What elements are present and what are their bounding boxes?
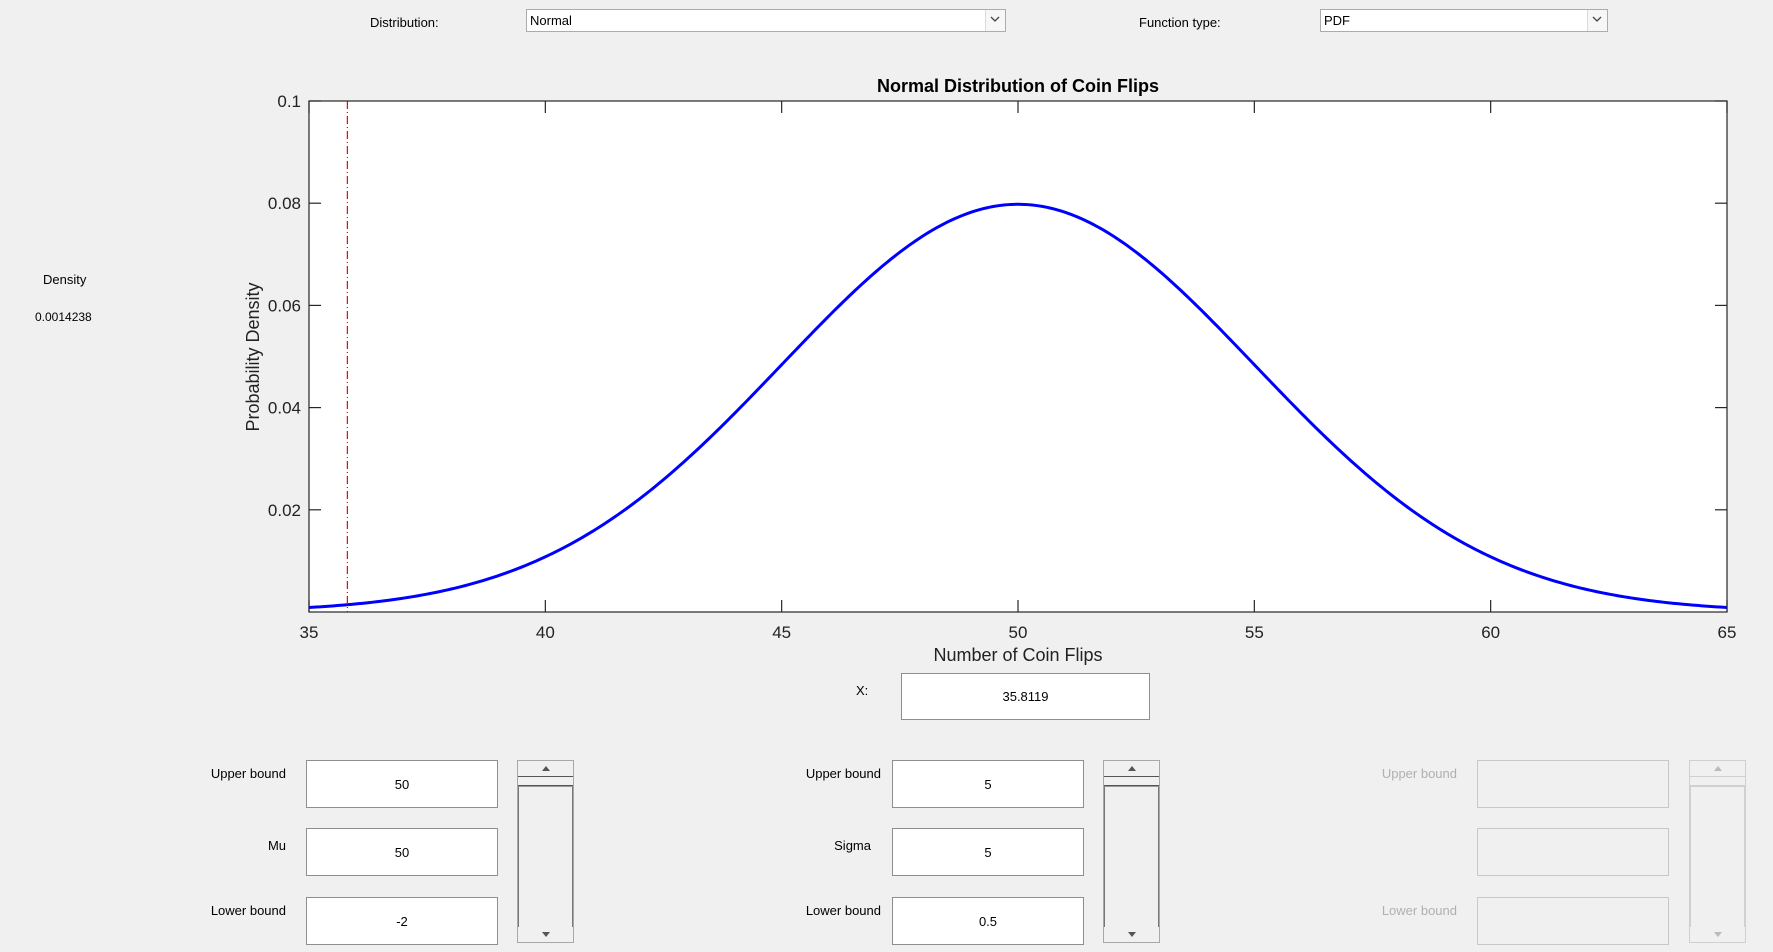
plot-area	[309, 101, 1727, 612]
x-tick-label: 60	[1481, 623, 1500, 642]
sigma-upper-bound-label: Upper bound	[805, 766, 881, 781]
y-tick-label: 0.06	[268, 296, 301, 315]
param3-lower-bound-label: Lower bound	[1381, 903, 1457, 918]
x-tick-label: 40	[536, 623, 555, 642]
y-tick-label: 0.1	[277, 92, 301, 111]
axes-box	[308, 100, 1728, 613]
function-type-label: Function type:	[1139, 15, 1221, 30]
slider-up-icon	[1690, 761, 1745, 776]
chevron-down-icon[interactable]	[985, 10, 1005, 31]
param3-lower-bound-field	[1477, 897, 1669, 945]
sigma-upper-bound-field[interactable]: 5	[892, 760, 1084, 808]
function-type-select[interactable]: PDF	[1320, 9, 1608, 32]
sigma-slider-thumb[interactable]	[1104, 776, 1159, 786]
pdf-chart[interactable]: 35 40 45 50 55 60 65 0.02 0.04 0.06 0.08 0.1 Normal…	[0, 0, 1773, 700]
sigma-value: 5	[984, 844, 992, 860]
sigma-lower-bound-value: 0.5	[978, 913, 998, 929]
mu-lower-bound-label: Lower bound	[210, 903, 286, 918]
x-tick-label: 45	[772, 623, 791, 642]
pdf-curve	[308, 202, 1728, 609]
x-tick-label: 55	[1245, 623, 1264, 642]
chevron-down-icon[interactable]	[1587, 10, 1607, 31]
mu-slider-track[interactable]	[518, 786, 573, 927]
mu-slider-thumb[interactable]	[518, 776, 573, 786]
param3-upper-bound-field	[1477, 760, 1669, 808]
mu-upper-bound-value: 50	[394, 776, 410, 792]
distribution-label: Distribution:	[370, 15, 439, 30]
y-axis-label: Probability Density	[243, 282, 263, 431]
mu-slider[interactable]	[517, 760, 574, 943]
sigma-slider[interactable]	[1103, 760, 1160, 943]
mu-upper-bound-field[interactable]: 50	[306, 760, 498, 808]
param3-slider-track	[1690, 786, 1745, 927]
distribution-select-value: Normal	[530, 13, 572, 28]
sigma-field[interactable]: 5	[892, 828, 1084, 876]
sigma-lower-bound-label: Lower bound	[805, 903, 881, 918]
mu-upper-bound-label: Upper bound	[210, 766, 286, 781]
slider-down-icon	[1690, 927, 1745, 942]
slider-up-icon[interactable]	[1104, 761, 1159, 776]
sigma-slider-track[interactable]	[1104, 786, 1159, 927]
y-tick-label: 0.02	[268, 501, 301, 520]
param3-slider	[1689, 760, 1746, 943]
sigma-upper-bound-value: 5	[984, 776, 992, 792]
x-value-text: 35.8119	[1002, 689, 1049, 704]
param3-field	[1477, 828, 1669, 876]
density-value: 0.0014238	[35, 310, 92, 324]
slider-down-icon[interactable]	[1104, 927, 1159, 942]
sigma-label: Sigma	[834, 838, 871, 853]
mu-label: Mu	[267, 838, 286, 853]
mu-lower-bound-field[interactable]: -2	[306, 897, 498, 945]
param3-upper-bound-label: Upper bound	[1381, 766, 1457, 781]
chart-title: Normal Distribution of Coin Flips	[877, 76, 1159, 96]
function-type-select-value: PDF	[1324, 13, 1350, 28]
x-value-field[interactable]: 35.8119	[901, 673, 1150, 720]
density-label: Density	[43, 272, 87, 287]
x-tick-label: 35	[300, 623, 319, 642]
y-tick-label: 0.08	[268, 194, 301, 213]
x-label: X:	[856, 683, 869, 698]
mu-value: 50	[394, 844, 410, 860]
x-axis-label: Number of Coin Flips	[933, 645, 1102, 665]
param3-slider-thumb	[1690, 776, 1745, 786]
x-tick-label: 50	[1009, 623, 1028, 642]
slider-down-icon[interactable]	[518, 927, 573, 942]
mu-lower-bound-value: -2	[396, 913, 408, 929]
distribution-select[interactable]: Normal	[526, 9, 1006, 32]
mu-field[interactable]: 50	[306, 828, 498, 876]
y-tick-label: 0.04	[268, 399, 301, 418]
slider-up-icon[interactable]	[518, 761, 573, 776]
x-tick-label: 65	[1718, 623, 1737, 642]
sigma-lower-bound-field[interactable]: 0.5	[892, 897, 1084, 945]
